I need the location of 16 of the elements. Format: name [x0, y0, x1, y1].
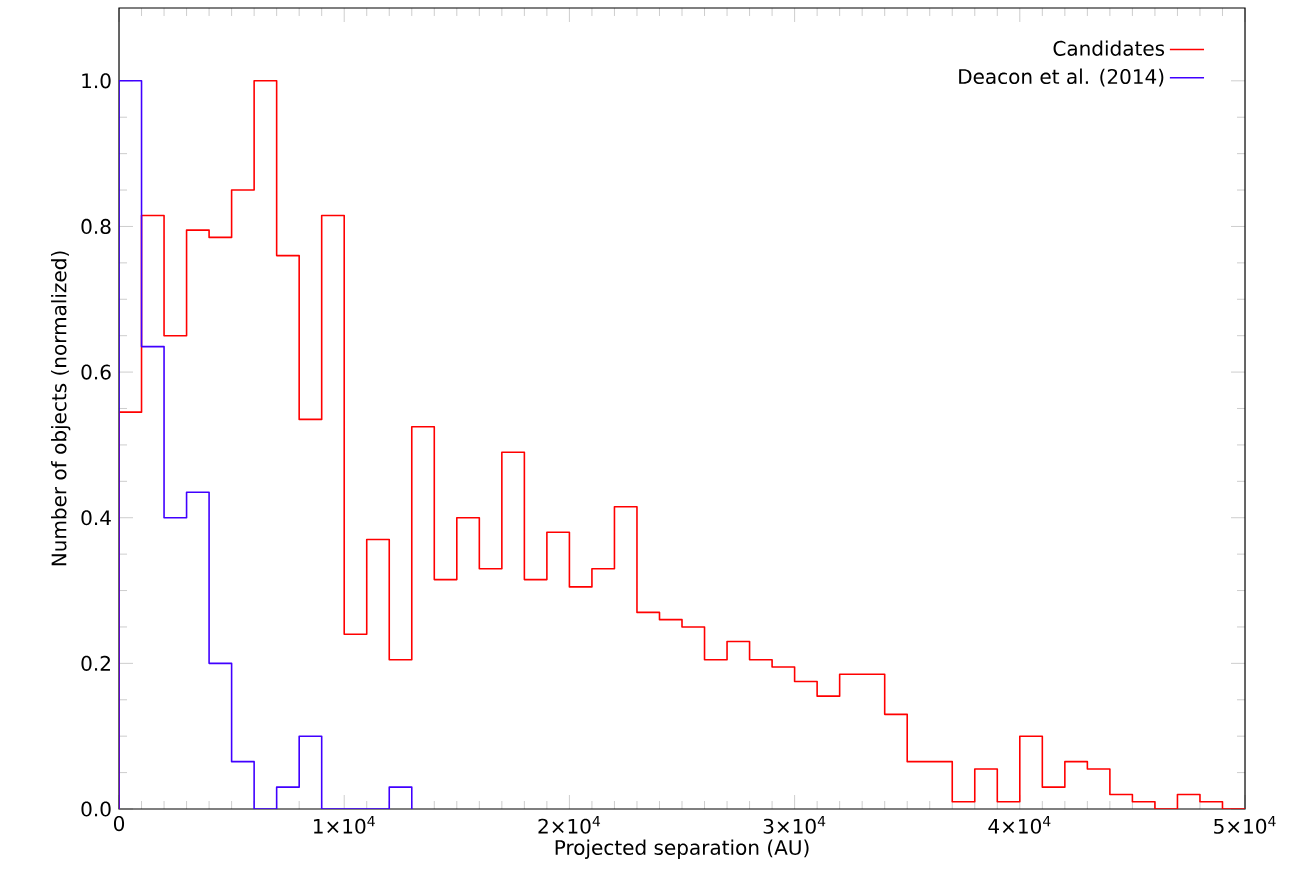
x-tick-label: 0 [113, 816, 125, 832]
y-tick-label: 0.4 [81, 510, 111, 526]
x-tick-label: 5×10$^{4}$ [1214, 816, 1276, 834]
x-tick-label: 2×10$^{4}$ [538, 816, 601, 834]
x-tick-label: 1×10$^{4}$ [313, 816, 375, 834]
y-axis-title: Number of objects (normalized) [51, 251, 71, 566]
y-tick-label: 0.0 [81, 801, 111, 817]
y-tick-label: 1.0 [82, 73, 111, 89]
legend-label: Deacon et al. (2014) [959, 68, 1164, 87]
y-tick-label: 0.8 [81, 218, 111, 235]
y-tick-label: 0.6 [81, 364, 111, 380]
x-axis-title: Projected separation (AU) [555, 839, 809, 859]
legend-label: Candidates [1053, 40, 1165, 56]
x-tick-label: 4×10$^{4}$ [988, 816, 1051, 834]
y-tick-label: 0.2 [81, 655, 110, 671]
x-tick-label: 3×10$^{4}$ [763, 816, 826, 834]
